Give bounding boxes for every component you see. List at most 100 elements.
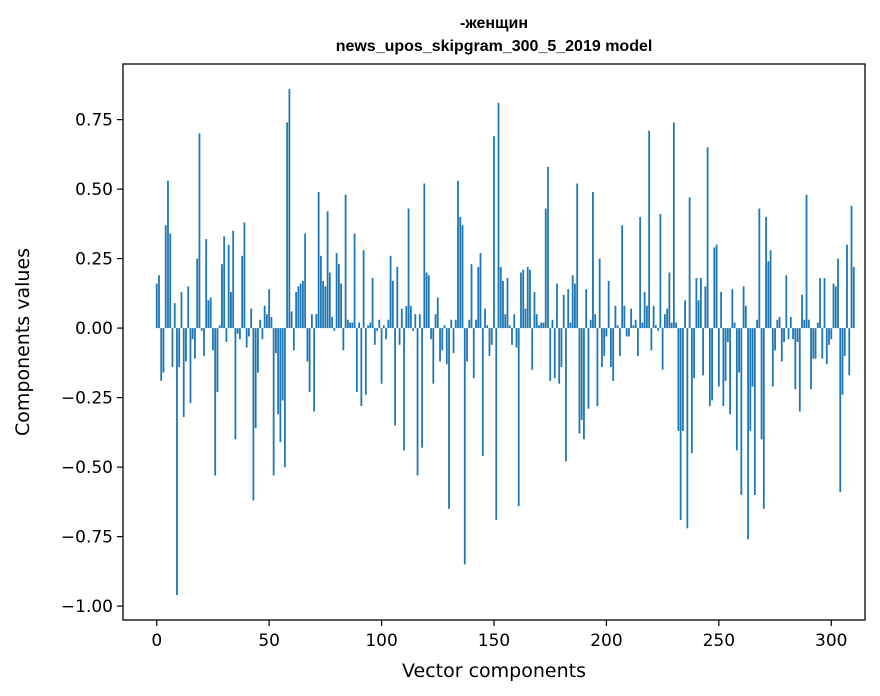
bar-150 xyxy=(493,136,495,329)
bar-155 xyxy=(504,314,507,329)
bar-157 xyxy=(508,325,511,329)
x-axis-label: Vector components xyxy=(402,660,586,682)
bar-178 xyxy=(556,283,558,329)
bar-30 xyxy=(223,236,226,329)
bar-232 xyxy=(677,328,680,431)
bar-209 xyxy=(625,328,628,337)
bar-308 xyxy=(848,328,851,376)
bar-115 xyxy=(414,314,417,329)
bar-141 xyxy=(472,328,475,379)
bar-167 xyxy=(531,328,534,370)
bar-7 xyxy=(171,328,174,368)
bar-112 xyxy=(407,208,410,329)
bar-301 xyxy=(832,283,835,329)
bar-61 xyxy=(292,328,295,351)
bar-253 xyxy=(724,328,727,381)
bar-16 xyxy=(191,328,194,340)
bar-204 xyxy=(614,305,617,329)
bar-280 xyxy=(785,275,788,329)
bar-188 xyxy=(578,328,581,434)
bar-152 xyxy=(497,102,500,329)
bar-65 xyxy=(301,280,304,329)
y-tick-label: 0.50 xyxy=(75,180,113,200)
x-tick-label: 150 xyxy=(478,631,510,651)
bar-69 xyxy=(310,314,313,329)
bar-200 xyxy=(605,328,608,337)
bar-168 xyxy=(533,291,536,329)
bar-180 xyxy=(560,328,563,368)
bar-60 xyxy=(290,311,293,329)
bar-284 xyxy=(794,328,797,390)
bar-88 xyxy=(353,233,356,329)
bar-123 xyxy=(432,328,435,384)
bar-225 xyxy=(661,328,664,370)
y-axis-label: Components values xyxy=(12,248,34,436)
bars-group xyxy=(155,89,855,595)
bar-199 xyxy=(603,328,606,356)
x-tick-label: 250 xyxy=(703,631,735,651)
bar-91 xyxy=(360,328,363,406)
bar-98 xyxy=(376,328,378,331)
bar-266 xyxy=(753,328,756,495)
bar-126 xyxy=(439,328,441,362)
bar-76 xyxy=(326,211,329,329)
bar-85 xyxy=(346,319,349,329)
bar-6 xyxy=(169,233,172,329)
bar-286 xyxy=(798,328,801,412)
bar-269 xyxy=(760,328,763,440)
bar-279 xyxy=(783,328,785,342)
bar-304 xyxy=(839,328,842,493)
bar-75 xyxy=(324,286,327,329)
bar-257 xyxy=(733,322,736,329)
bar-306 xyxy=(843,328,846,356)
bar-11 xyxy=(180,291,183,329)
bar-86 xyxy=(349,322,351,329)
y-tick-label: −0.75 xyxy=(61,528,113,548)
bar-184 xyxy=(569,322,572,329)
bar-128 xyxy=(443,325,446,329)
bar-235 xyxy=(684,300,687,329)
bar-42 xyxy=(250,308,253,329)
bar-125 xyxy=(436,297,439,329)
bar-95 xyxy=(369,322,372,329)
bar-25 xyxy=(212,328,214,351)
bar-68 xyxy=(308,328,311,393)
bar-136 xyxy=(461,225,464,329)
bar-275 xyxy=(774,328,776,351)
bar-236 xyxy=(686,328,689,529)
plot-frame xyxy=(122,63,866,621)
bar-22 xyxy=(205,239,208,329)
bar-283 xyxy=(792,328,794,340)
bar-254 xyxy=(726,328,729,342)
bar-12 xyxy=(182,328,185,418)
y-tick-label: 0.25 xyxy=(75,250,113,270)
bar-56 xyxy=(281,328,284,401)
bar-164 xyxy=(524,308,527,329)
bar-111 xyxy=(405,305,408,329)
bar-224 xyxy=(659,214,662,329)
bar-159 xyxy=(513,314,516,329)
bar-303 xyxy=(837,258,839,329)
bar-41 xyxy=(248,328,250,337)
bar-233 xyxy=(679,328,682,520)
bar-287 xyxy=(801,294,803,329)
bar-13 xyxy=(185,328,187,362)
bar-259 xyxy=(738,328,740,373)
bar-63 xyxy=(297,286,300,329)
bar-156 xyxy=(506,278,509,329)
bar-247 xyxy=(711,328,713,401)
bar-37 xyxy=(239,328,241,340)
y-tick-label: −0.25 xyxy=(61,389,113,409)
bar-101 xyxy=(382,325,385,329)
bar-10 xyxy=(178,328,181,368)
bar-177 xyxy=(553,328,556,379)
bar-35 xyxy=(234,328,237,440)
x-tick-label: 0 xyxy=(151,631,162,651)
bar-307 xyxy=(846,244,848,329)
bar-70 xyxy=(313,328,316,412)
bar-32 xyxy=(227,244,230,329)
bar-189 xyxy=(580,328,583,420)
bar-192 xyxy=(587,328,590,409)
bar-26 xyxy=(214,328,217,476)
bar-137 xyxy=(463,328,466,565)
